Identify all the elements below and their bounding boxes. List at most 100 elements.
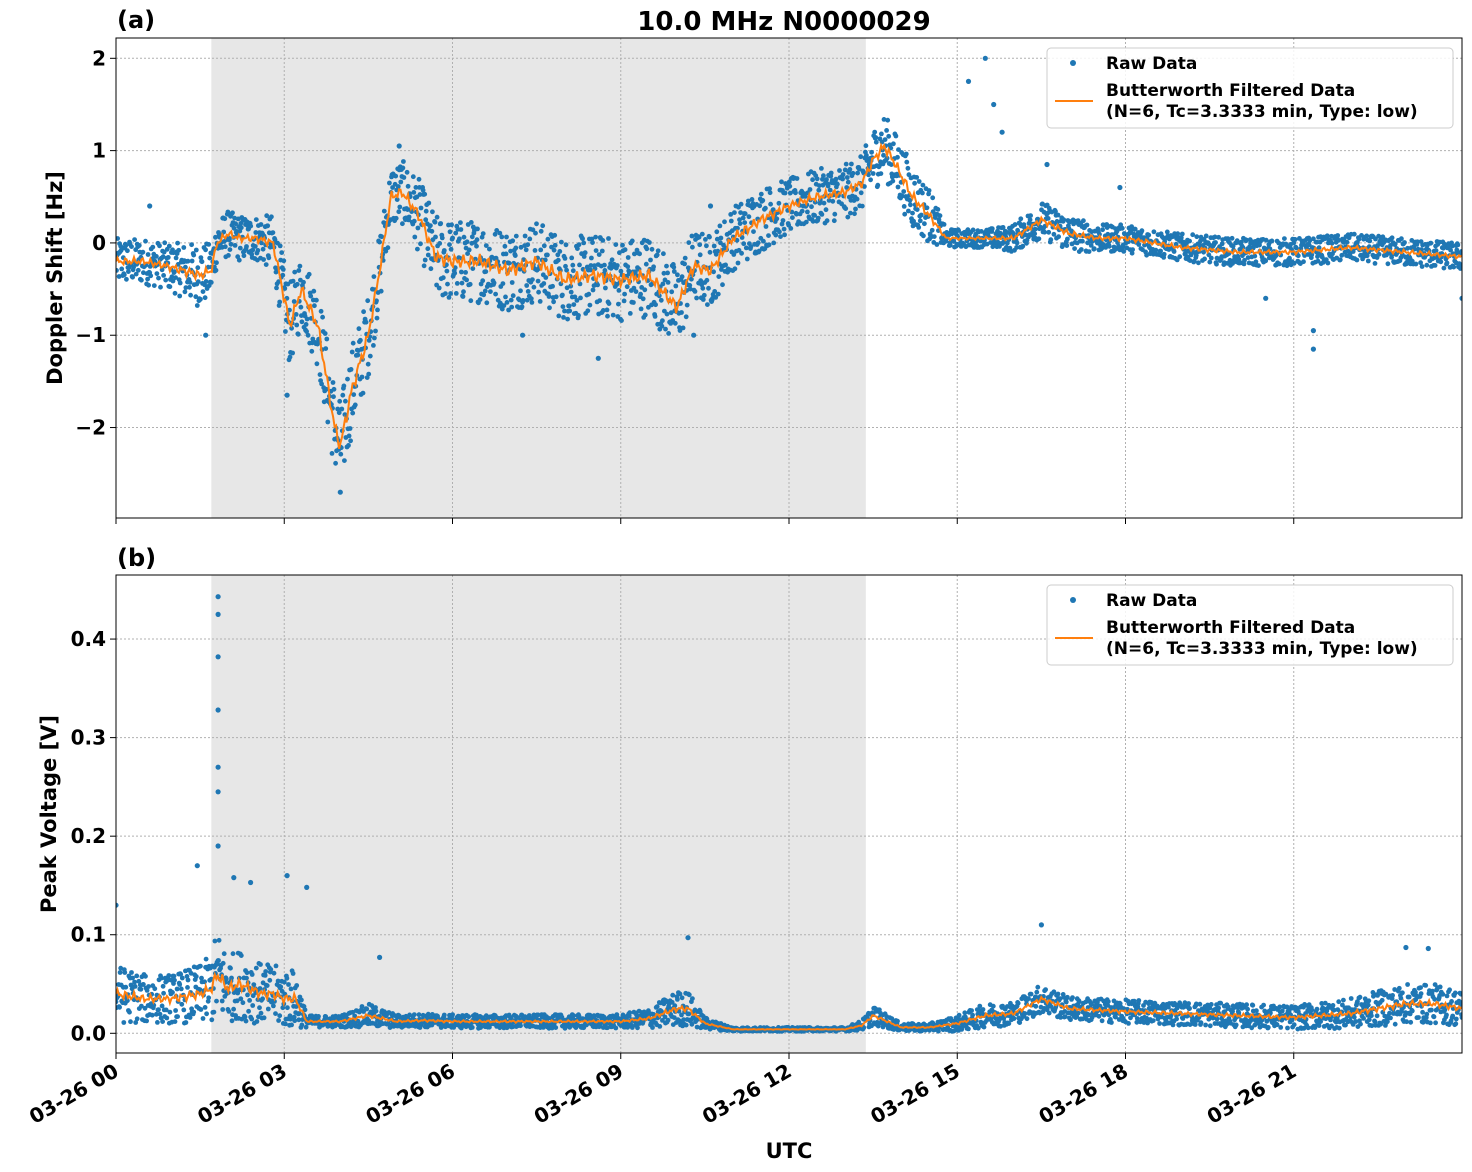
raw-data-point [1312,1025,1318,1030]
raw-data-point [714,229,720,235]
raw-data-point [694,295,699,301]
raw-data-point [134,973,140,979]
raw-data-point [278,984,284,990]
raw-data-point [123,243,129,248]
raw-data-point [470,266,476,271]
raw-data-point [1134,1016,1140,1021]
raw-data-point [250,1003,256,1008]
raw-data-point [1055,219,1060,225]
raw-data-point [1418,260,1423,266]
raw-data-point [450,1012,455,1017]
raw-data-point [1295,253,1301,259]
raw-data-point [728,218,734,224]
raw-data-point [143,238,148,244]
raw-data-point [1198,238,1203,244]
raw-data-point [654,252,660,258]
raw-data-point [1201,249,1206,255]
raw-data-point [512,253,518,258]
raw-data-point [492,231,498,237]
raw-data-point [921,233,926,239]
raw-data-point [1173,241,1179,247]
raw-data-point [331,386,337,392]
raw-data-point [444,268,450,274]
raw-data-point [665,280,671,285]
raw-data-point [1265,1025,1271,1030]
raw-data-point [385,245,391,251]
raw-data-point [226,1009,232,1014]
raw-data-point [303,1024,309,1030]
raw-data-point [1032,231,1038,237]
raw-data-point [739,250,744,256]
raw-data-point [1187,238,1192,244]
raw-data-point [527,236,533,242]
raw-data-point [684,302,690,308]
raw-data-point [269,214,274,220]
raw-data-point [149,1012,155,1018]
raw-data-point [937,213,943,219]
raw-data-point [741,241,747,247]
raw-data-point [699,231,705,237]
raw-data-point [1448,247,1453,253]
raw-data-point [322,331,328,336]
raw-data-point [849,161,854,167]
raw-data-point [929,227,935,233]
raw-data-point [183,264,188,270]
raw-data-point [141,982,146,987]
raw-data-point [519,304,525,310]
raw-data-point [826,198,832,203]
raw-data-point [1099,1018,1105,1024]
raw-data-point [911,218,916,224]
raw-data-point [345,376,350,382]
raw-data-point [438,221,444,226]
raw-data-point [816,187,822,193]
raw-data-point [936,1028,941,1034]
raw-data-point [1139,228,1145,234]
raw-data-point [1269,238,1275,244]
raw-data-point [221,951,227,957]
raw-data-point [842,167,848,173]
raw-data-point [557,249,563,254]
raw-data-point [627,1010,633,1016]
raw-data-point [852,211,857,217]
raw-data-point [428,223,433,229]
raw-data-point [140,249,146,255]
raw-data-point [475,226,480,232]
raw-data-point [195,279,201,285]
raw-data-point [647,240,652,245]
raw-data-point [145,276,151,282]
raw-data-point [1208,255,1214,261]
raw-data-point [1100,227,1105,233]
raw-data-point [856,1019,862,1025]
raw-data-point [620,242,625,248]
raw-data-point [279,250,285,256]
raw-data-point [576,313,581,318]
raw-data-point [226,253,231,258]
raw-data-point [1404,261,1410,266]
raw-data-point [1240,245,1246,250]
raw-data-point [788,226,794,231]
figure-title: 10.0 MHz N0000029 [637,7,930,37]
raw-data-point [758,191,764,197]
raw-data-point [1080,238,1085,244]
raw-data-point [1148,1000,1154,1005]
raw-data-point [916,225,922,230]
raw-data-point [1136,242,1142,247]
raw-data-point [638,291,643,297]
raw-data-point [443,291,448,296]
raw-data-point [1257,242,1262,248]
raw-data-point [381,208,387,214]
raw-data-point [261,1015,267,1021]
raw-data-point [1245,1006,1250,1012]
raw-data-point [1212,234,1218,240]
raw-data-point [683,1022,689,1028]
raw-data-point [951,1028,957,1034]
raw-data-point [274,285,279,291]
raw-data-point [397,204,403,210]
raw-data-point [349,349,355,355]
raw-data-point [1096,1013,1102,1019]
raw-data-point [815,215,821,221]
raw-data-point [484,300,490,306]
raw-data-point [742,220,748,226]
raw-data-point [793,190,798,196]
raw-data-point [363,319,369,325]
